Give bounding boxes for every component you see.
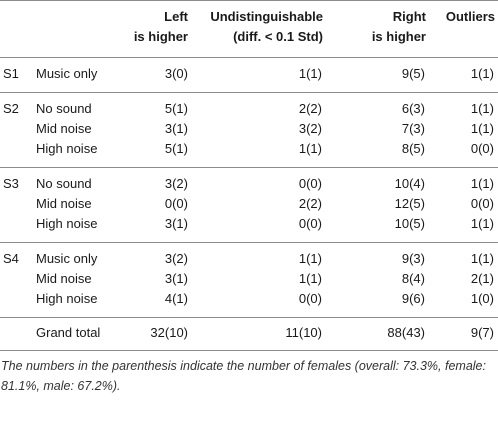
header-und-line2: (diff. < 0.1 Std) xyxy=(233,29,323,44)
cell-right: 10(5) xyxy=(394,216,425,231)
section-label-empty xyxy=(0,139,31,168)
group-s1: S1 Music only 3(0) 1(1) 9(5) 1(1) xyxy=(0,58,498,93)
cell-undistinguishable: 3(2) xyxy=(298,121,322,136)
header-left-is-higher: Left is higher xyxy=(117,1,192,58)
table-row: High noise 4(1) 0(0) 9(6) 1(0) xyxy=(0,289,498,318)
condition-label: Mid noise xyxy=(36,271,92,286)
header-outliers-label: Outliers xyxy=(445,9,495,24)
cell-right: 6(3) xyxy=(401,101,425,116)
cell-undistinguishable: 1(1) xyxy=(298,66,322,81)
cell-undistinguishable: 1(1) xyxy=(298,141,322,156)
section-label: S4 xyxy=(3,251,19,266)
cell-outliers: 1(1) xyxy=(470,101,494,116)
condition-label: High noise xyxy=(36,291,98,306)
grand-total-row: Grand total 32(10) 11(10) 88(43) 9(7) xyxy=(0,318,498,351)
cell-outliers: 0(0) xyxy=(470,141,494,156)
condition-label: Music only xyxy=(36,251,98,266)
header-section-blank xyxy=(0,1,31,58)
section-label-empty xyxy=(0,194,31,214)
cell-outliers: 1(0) xyxy=(470,291,494,306)
condition-label: No sound xyxy=(36,176,92,191)
total-right: 88(43) xyxy=(387,325,425,340)
cell-right: 12(5) xyxy=(394,196,425,211)
grand-total-label: Grand total xyxy=(36,325,101,340)
grand-total-group: Grand total 32(10) 11(10) 88(43) 9(7) xyxy=(0,318,498,351)
cell-outliers: 0(0) xyxy=(470,196,494,211)
table-row: High noise 3(1) 0(0) 10(5) 1(1) xyxy=(0,214,498,243)
cell-undistinguishable: 1(1) xyxy=(298,271,322,286)
condition-label: Mid noise xyxy=(36,196,92,211)
condition-label: High noise xyxy=(36,216,98,231)
condition-label: No sound xyxy=(36,101,92,116)
cell-right: 9(3) xyxy=(401,251,425,266)
header-right-line2: is higher xyxy=(371,29,426,44)
table-row: S2 No sound 5(1) 2(2) 6(3) 1(1) xyxy=(0,93,498,120)
cell-right: 10(4) xyxy=(394,176,425,191)
table-row: Mid noise 3(1) 3(2) 7(3) 1(1) xyxy=(0,119,498,139)
cell-outliers: 2(1) xyxy=(470,271,494,286)
cell-right: 9(6) xyxy=(401,291,425,306)
cell-left: 4(1) xyxy=(164,291,188,306)
header-left-line2: is higher xyxy=(133,29,188,44)
cell-outliers: 1(1) xyxy=(470,216,494,231)
section-label-empty xyxy=(0,318,31,351)
group-s4: S4 Music only 3(2) 1(1) 9(3) 1(1) Mid no… xyxy=(0,243,498,318)
cell-undistinguishable: 0(0) xyxy=(298,216,322,231)
cell-right: 8(4) xyxy=(401,271,425,286)
condition-label: Music only xyxy=(36,66,98,81)
header-und-line1: Undistinguishable xyxy=(210,9,323,24)
cell-outliers: 1(1) xyxy=(470,66,494,81)
cell-left: 3(2) xyxy=(164,176,188,191)
section-label: S3 xyxy=(3,176,19,191)
condition-label: Mid noise xyxy=(36,121,92,136)
cell-left: 3(0) xyxy=(164,66,188,81)
section-label-empty xyxy=(0,119,31,139)
cell-left: 5(1) xyxy=(164,101,188,116)
cell-outliers: 1(1) xyxy=(470,121,494,136)
cell-undistinguishable: 0(0) xyxy=(298,176,322,191)
section-label-empty xyxy=(0,214,31,243)
header-right-line1: Right xyxy=(392,9,426,24)
cell-outliers: 1(1) xyxy=(470,176,494,191)
cell-right: 9(5) xyxy=(401,66,425,81)
condition-label: High noise xyxy=(36,141,98,156)
table-header: Left is higher Undistinguishable (diff. … xyxy=(0,0,498,58)
cell-left: 3(2) xyxy=(164,251,188,266)
table-row: High noise 5(1) 1(1) 8(5) 0(0) xyxy=(0,139,498,168)
total-undistinguishable: 11(10) xyxy=(285,325,322,340)
cell-left: 3(1) xyxy=(164,216,188,231)
cell-undistinguishable: 0(0) xyxy=(298,291,322,306)
cell-left: 3(1) xyxy=(164,121,188,136)
cell-undistinguishable: 1(1) xyxy=(298,251,322,266)
cell-left: 0(0) xyxy=(164,196,188,211)
cell-outliers: 1(1) xyxy=(470,251,494,266)
table-row: S1 Music only 3(0) 1(1) 9(5) 1(1) xyxy=(0,58,498,93)
results-table: Left is higher Undistinguishable (diff. … xyxy=(0,0,498,351)
table-row: S4 Music only 3(2) 1(1) 9(3) 1(1) xyxy=(0,243,498,270)
group-s2: S2 No sound 5(1) 2(2) 6(3) 1(1) Mid nois… xyxy=(0,93,498,168)
section-label: S2 xyxy=(3,101,19,116)
header-outliers: Outliers xyxy=(429,1,498,58)
header-right-is-higher: Right is higher xyxy=(326,1,429,58)
section-label: S1 xyxy=(3,66,19,81)
cell-left: 5(1) xyxy=(164,141,188,156)
section-label-empty xyxy=(0,269,31,289)
cell-right: 8(5) xyxy=(401,141,425,156)
cell-right: 7(3) xyxy=(401,121,425,136)
table-row: Mid noise 3(1) 1(1) 8(4) 2(1) xyxy=(0,269,498,289)
total-left: 32(10) xyxy=(150,325,188,340)
table-row: S3 No sound 3(2) 0(0) 10(4) 1(1) xyxy=(0,168,498,195)
table-row: Mid noise 0(0) 2(2) 12(5) 0(0) xyxy=(0,194,498,214)
table-footnote: The numbers in the parenthesis indicate … xyxy=(1,359,486,393)
header-undistinguishable: Undistinguishable (diff. < 0.1 Std) xyxy=(192,1,326,58)
total-outliers: 9(7) xyxy=(470,325,494,340)
section-label-empty xyxy=(0,289,31,318)
cell-left: 3(1) xyxy=(164,271,188,286)
cell-undistinguishable: 2(2) xyxy=(298,101,322,116)
group-s3: S3 No sound 3(2) 0(0) 10(4) 1(1) Mid noi… xyxy=(0,168,498,243)
cell-undistinguishable: 2(2) xyxy=(298,196,322,211)
header-left-line1: Left xyxy=(164,9,188,24)
header-condition-blank xyxy=(31,1,117,58)
